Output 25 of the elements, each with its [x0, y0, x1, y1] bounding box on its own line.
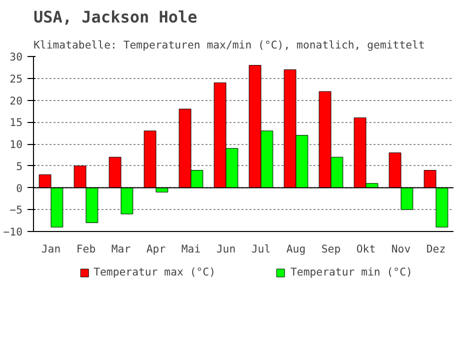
y-tick-label: 0: [16, 182, 23, 195]
x-tick-label: Mar: [111, 242, 132, 256]
y-tick-label: −5: [10, 204, 23, 217]
legend-label: Temperatur min (°C): [290, 266, 412, 278]
x-tick-label: Okt: [356, 242, 376, 256]
legend-label: Temperatur max (°C): [94, 266, 216, 278]
y-tick-label: −10: [3, 226, 23, 238]
y-tick-label: 5: [16, 160, 23, 173]
y-tick-label: 20: [10, 94, 23, 108]
chart-subtitle: Klimatabelle: Temperaturen max/min (°C), monatlich, gemittelt: [34, 38, 425, 52]
x-tick-label: Apr: [146, 242, 166, 256]
x-tick-label: Dez: [426, 242, 446, 256]
y-tick-label: 25: [10, 72, 23, 86]
x-tick-label: Sep: [321, 242, 341, 256]
chart-title: USA, Jackson Hole: [34, 8, 198, 26]
x-tick-label: Jan: [41, 242, 61, 256]
x-tick-label: Feb: [76, 242, 96, 256]
x-tick-label: Mai: [181, 242, 201, 256]
x-tick-label: Jun: [216, 242, 236, 256]
x-tick-label: Nov: [391, 242, 411, 256]
x-tick-label: Jul: [251, 242, 271, 256]
y-tick-label: 10: [10, 138, 23, 151]
y-tick-label: 30: [10, 50, 23, 64]
x-tick-label: Aug: [286, 242, 306, 256]
y-tick-label: 15: [10, 116, 23, 130]
